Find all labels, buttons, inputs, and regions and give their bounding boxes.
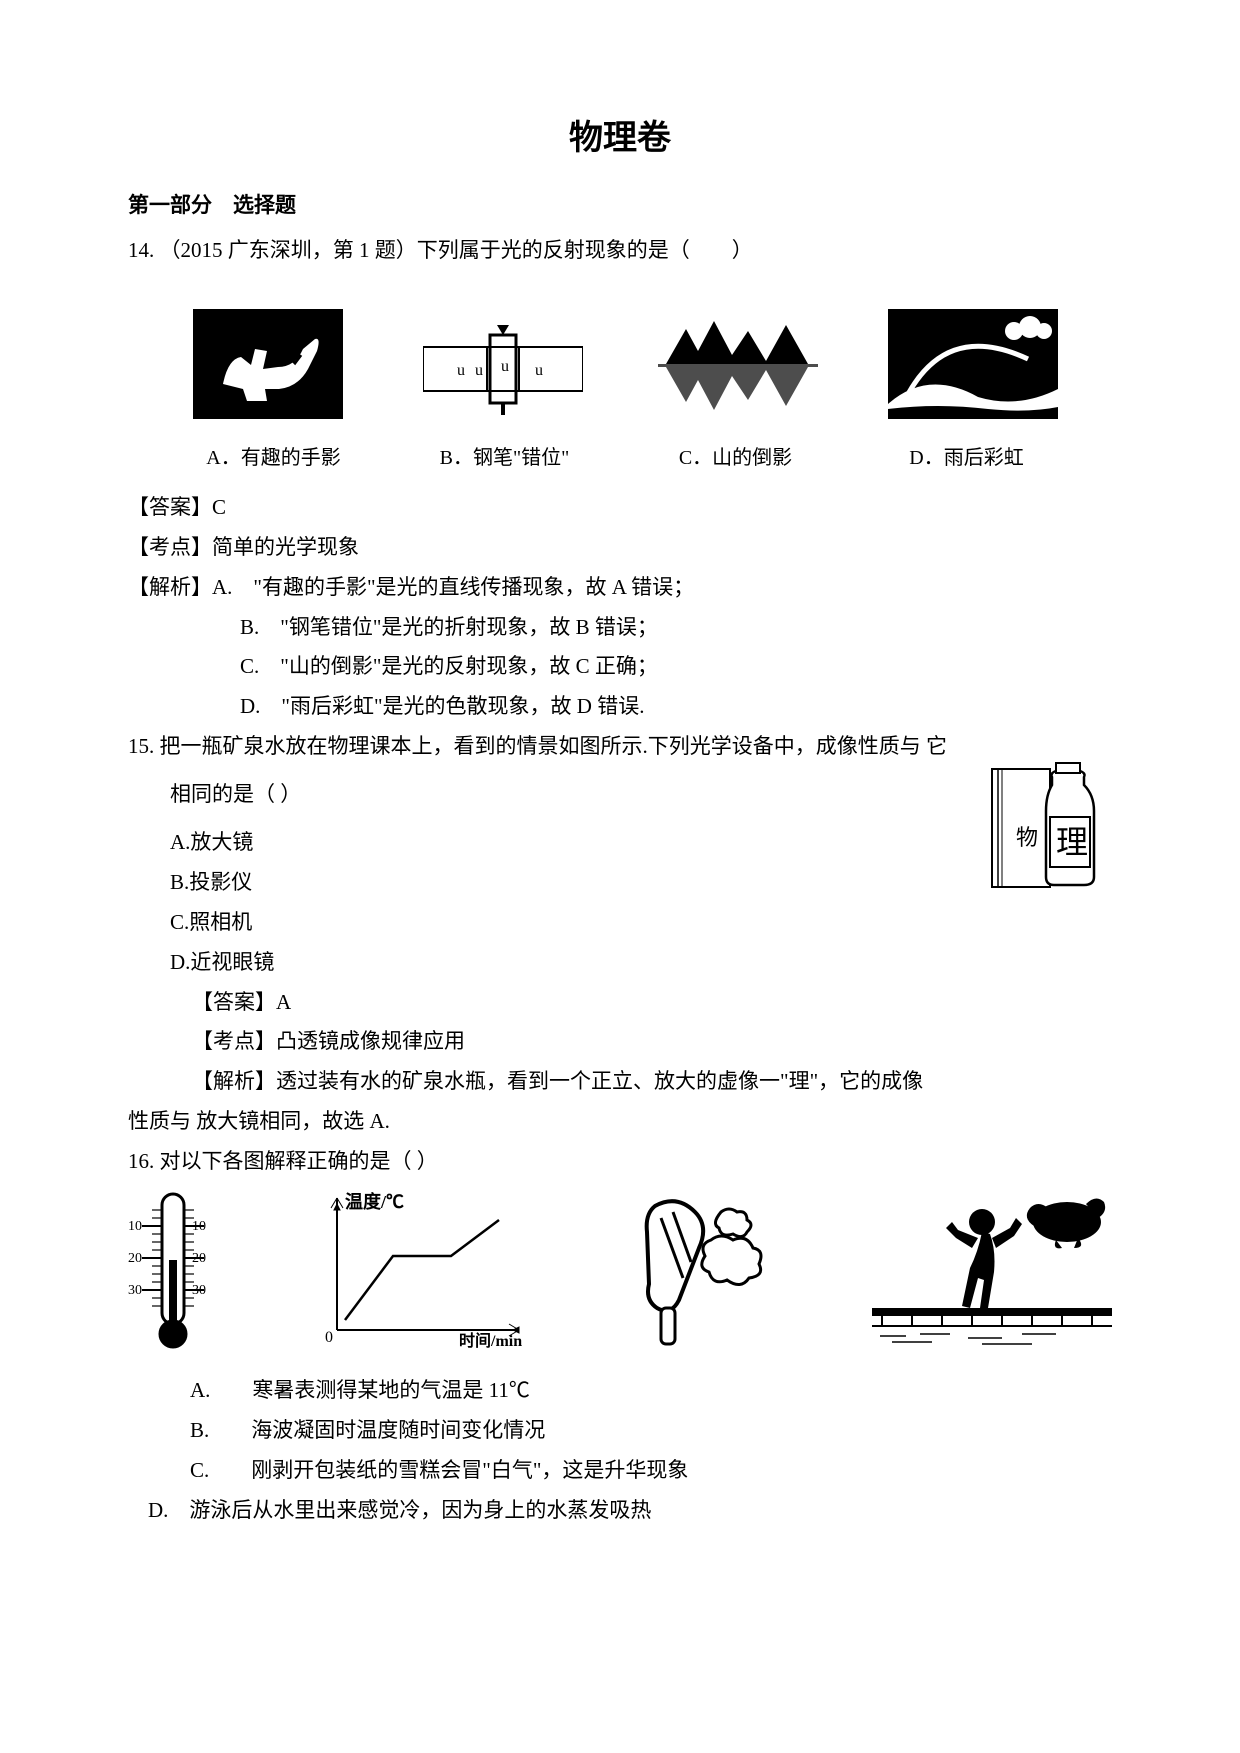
- q14-image-b: u u u u: [393, 309, 612, 433]
- q15-concept: 【考点】凸透镜成像规律应用: [128, 1022, 1112, 1062]
- q15-analysis-cont: 性质与 放大镜相同，故选 A.: [128, 1102, 1112, 1142]
- q14-caption-a: A．有趣的手影: [158, 441, 389, 470]
- q15-number: 15.: [128, 734, 154, 758]
- q14-image-c: [628, 309, 847, 433]
- q16-image-chart: 温度/℃ 时间/min 0: [309, 1190, 529, 1355]
- q16-text: 16. 对以下各图解释正确的是（ ）: [128, 1142, 1112, 1182]
- q14-answer-block: 【答案】C 【考点】简单的光学现象 【解析】A. "有趣的手影"是光的直线传播现…: [128, 488, 1112, 727]
- q15-opt-d: D.近视眼镜: [128, 943, 1112, 983]
- q16-opt-b: B. 海波凝固时温度随时间变化情况: [128, 1411, 1112, 1451]
- q16-images-row: 10 20 30 10 20 30 温度/℃ 时间/min 0: [128, 1190, 1112, 1355]
- q16-image-icecream: [621, 1190, 781, 1355]
- q15-answer-block: 【答案】A 【考点】凸透镜成像规律应用 【解析】透过装有水的矿泉水瓶，看到一个正…: [128, 983, 1112, 1143]
- q14-analysis-d: D. "雨后彩虹"是光的色散现象，故 D 错误.: [128, 687, 1112, 727]
- q14-analysis-a: 【解析】A. "有趣的手影"是光的直线传播现象，故 A 错误；: [128, 568, 1112, 608]
- q14-images-row: u u u u: [158, 309, 1082, 433]
- q14-analysis-b: B. "钢笔错位"是光的折射现象，故 B 错误；: [128, 608, 1112, 648]
- q14-stem: （2015 广东深圳，第 1 题）下列属于光的反射现象的是（ ）: [160, 238, 753, 262]
- q16-image-swimmer: [872, 1190, 1112, 1355]
- page-title: 物理卷: [128, 110, 1112, 159]
- q15-opt-c: C.照相机: [128, 903, 1112, 943]
- svg-text:10: 10: [192, 1219, 206, 1234]
- svg-text:u: u: [501, 358, 509, 375]
- svg-text:0: 0: [325, 1329, 333, 1346]
- q15-opt-b: B.投影仪: [128, 863, 1112, 903]
- q14-answer: 【答案】C: [128, 488, 1112, 528]
- svg-text:20: 20: [128, 1251, 142, 1266]
- svg-text:时间/min: 时间/min: [459, 1331, 522, 1350]
- q15-analysis: 【解析】透过装有水的矿泉水瓶，看到一个正立、放大的虚像一"理"，它的成像: [128, 1062, 1112, 1102]
- q15-container: 15. 把一瓶矿泉水放在物理课本上，看到的情景如图所示.下列光学设备中，成像性质…: [128, 727, 1112, 982]
- svg-text:10: 10: [128, 1219, 142, 1234]
- q14-caption-b: B．钢笔"错位": [389, 441, 620, 470]
- svg-text:30: 30: [128, 1283, 142, 1298]
- q16-opt-d: D. 游泳后从水里出来感觉冷，因为身上的水蒸发吸热: [128, 1491, 1112, 1531]
- q14-caption-c: C．山的倒影: [620, 441, 851, 470]
- svg-text:30: 30: [192, 1283, 206, 1298]
- svg-text:温度/℃: 温度/℃: [345, 1191, 404, 1212]
- q14-captions: A．有趣的手影 B．钢笔"错位" C．山的倒影 D．雨后彩虹: [158, 441, 1082, 470]
- svg-text:u: u: [457, 362, 465, 379]
- q15-answer: 【答案】A: [128, 983, 1112, 1023]
- q15-char1: 物: [1016, 825, 1038, 850]
- q16-number: 16.: [128, 1149, 154, 1173]
- q14-image-d: [863, 309, 1082, 433]
- svg-text:20: 20: [192, 1251, 206, 1266]
- q16-stem: 对以下各图解释正确的是（ ）: [160, 1149, 438, 1173]
- q14-concept: 【考点】简单的光学现象: [128, 528, 1112, 568]
- q15-text: 15. 把一瓶矿泉水放在物理课本上，看到的情景如图所示.下列光学设备中，成像性质…: [128, 727, 1112, 767]
- q14-text: 14. （2015 广东深圳，第 1 题）下列属于光的反射现象的是（ ）: [128, 231, 1112, 271]
- q14-analysis-c: C. "山的倒影"是光的反射现象，故 C 正确；: [128, 647, 1112, 687]
- q16-opt-c: C. 刚剥开包装纸的雪糕会冒"白气"，这是升华现象: [128, 1451, 1112, 1491]
- q15-char2: 理: [1056, 824, 1088, 860]
- q15-opt-a: A.放大镜: [128, 823, 1112, 863]
- q15-options: A.放大镜 B.投影仪 C.照相机 D.近视眼镜: [128, 823, 1112, 983]
- svg-text:u: u: [475, 362, 483, 379]
- q16-image-thermometer: 10 20 30 10 20 30: [128, 1190, 218, 1355]
- q14-image-a: [158, 309, 377, 433]
- q16-options: A. 寒暑表测得某地的气温是 11℃ B. 海波凝固时温度随时间变化情况 C. …: [128, 1371, 1112, 1531]
- q15-image-bottle: 物 理: [990, 761, 1100, 896]
- section-header: 第一部分 选择题: [128, 189, 1112, 219]
- q15-stem: 把一瓶矿泉水放在物理课本上，看到的情景如图所示.下列光学设备中，成像性质与 它: [160, 734, 948, 758]
- q14-caption-d: D．雨后彩虹: [851, 441, 1082, 470]
- q15-stem-cont: 相同的是（ ）: [128, 775, 1112, 815]
- svg-text:u: u: [535, 362, 543, 379]
- q14-number: 14.: [128, 238, 154, 262]
- q16-opt-a: A. 寒暑表测得某地的气温是 11℃: [128, 1371, 1112, 1411]
